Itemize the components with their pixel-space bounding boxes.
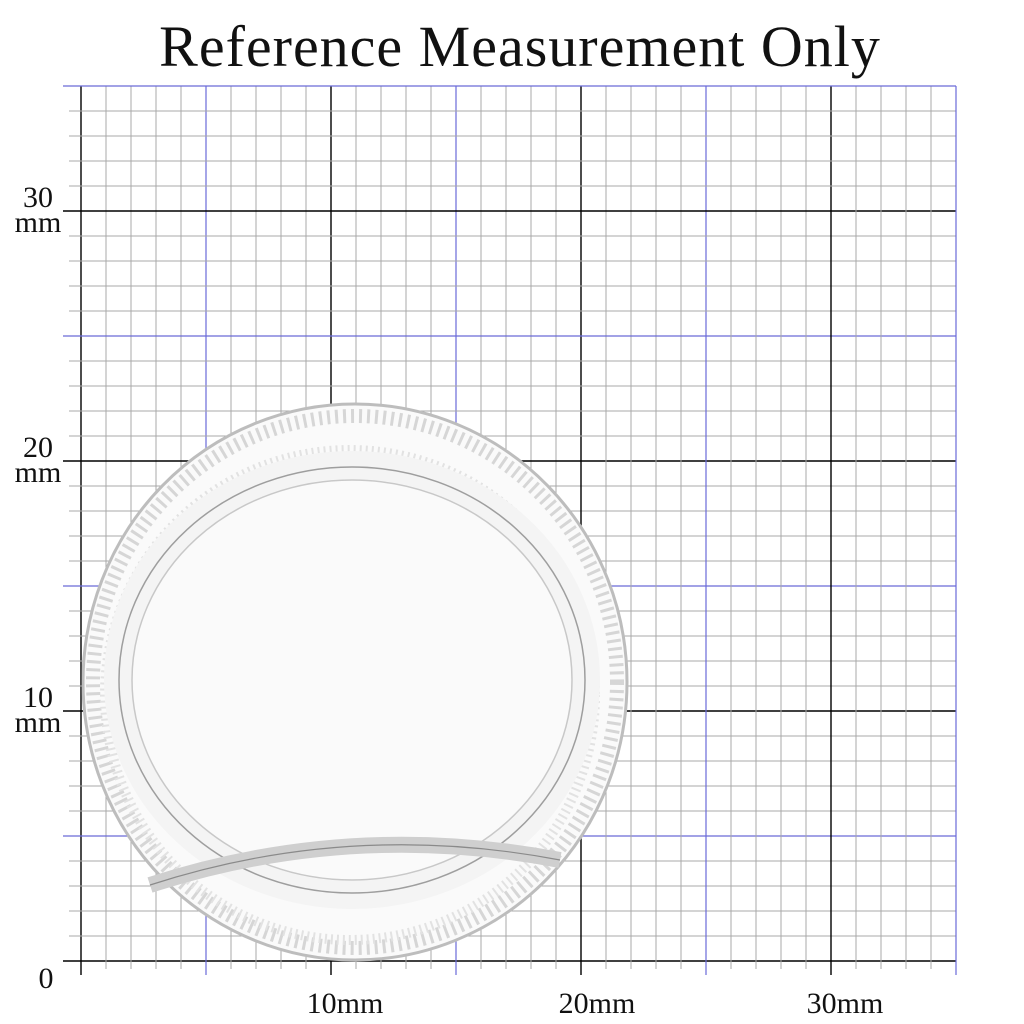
title: Reference Measurement Only [159, 14, 881, 79]
x-label: 10mm [307, 987, 384, 1020]
ring-band [104, 451, 600, 909]
ring-inner-edge [131, 479, 573, 881]
y-label-number: 30 [23, 181, 53, 214]
y-label-number: 10 [23, 681, 53, 714]
origin-label: 0 [39, 962, 54, 995]
ring-inner-edge [118, 466, 586, 894]
ring-texture [86, 409, 624, 955]
y-label-unit: mm [15, 706, 62, 739]
y-label-number: 20 [23, 431, 53, 464]
y-label-unit: mm [15, 206, 62, 239]
x-label: 20mm [559, 987, 636, 1020]
ring [81, 402, 629, 962]
ring-outer [81, 402, 629, 962]
y-label-unit: mm [15, 456, 62, 489]
x-label: 30mm [807, 987, 884, 1020]
ring-edge [149, 844, 561, 886]
